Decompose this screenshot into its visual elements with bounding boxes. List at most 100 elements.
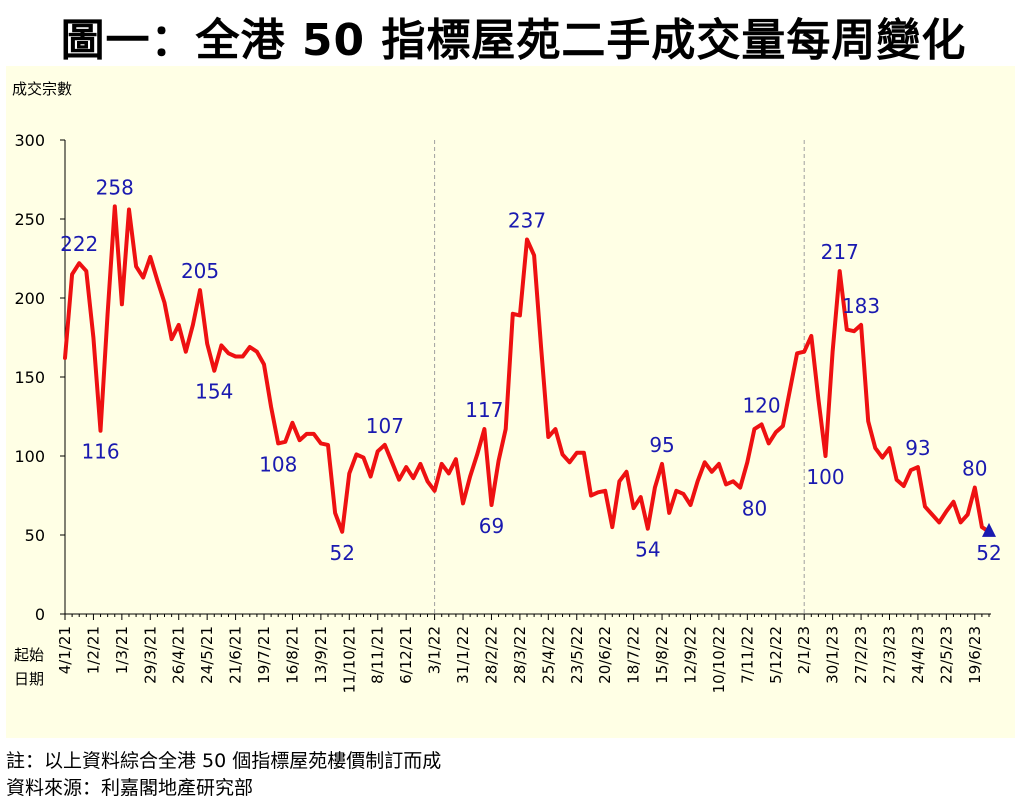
data-point [497, 459, 501, 463]
data-label: 217 [821, 240, 859, 264]
y-tick-label: 300 [14, 131, 45, 150]
data-point [91, 335, 95, 340]
data-point [134, 264, 138, 268]
data-point [255, 350, 259, 354]
chart-area-background [6, 66, 1015, 738]
y-tick-label: 50 [25, 526, 45, 545]
data-label: 183 [842, 294, 880, 318]
x-tick-label: 4/1/21 [56, 626, 74, 674]
data-point [511, 312, 515, 316]
data-label: 52 [329, 541, 354, 565]
x-tick-label: 1/3/21 [113, 626, 131, 674]
data-label: 117 [465, 398, 503, 422]
data-point [482, 427, 486, 431]
x-tick-label: 12/9/22 [681, 626, 699, 684]
data-point [802, 350, 806, 354]
data-label: 108 [259, 452, 297, 476]
data-point [966, 512, 970, 517]
data-point [383, 443, 387, 447]
data-point [425, 479, 430, 483]
data-point [831, 350, 835, 354]
data-point [518, 313, 522, 317]
data-point [582, 451, 586, 455]
data-point [610, 525, 614, 529]
x-tick-label: 15/8/22 [653, 626, 671, 684]
data-point [113, 204, 117, 208]
data-point [84, 269, 88, 273]
data-point [440, 462, 444, 466]
data-point [504, 427, 508, 431]
data-label: 120 [742, 393, 780, 417]
data-point [63, 356, 67, 360]
data-point [880, 456, 885, 460]
data-point [724, 482, 728, 486]
data-point [262, 362, 266, 366]
data-point [333, 511, 337, 515]
data-point [120, 302, 124, 306]
data-point [177, 323, 181, 327]
data-point [617, 479, 622, 483]
data-point [361, 456, 366, 460]
data-point [191, 323, 195, 327]
data-point [305, 432, 309, 436]
data-point [234, 354, 238, 359]
data-point [774, 430, 778, 434]
data-point [248, 345, 252, 349]
data-point [560, 452, 565, 456]
y-tick-label: 0 [35, 605, 45, 624]
data-point [646, 527, 650, 531]
x-tick-label: 3/1/22 [426, 626, 444, 674]
data-point [951, 500, 956, 504]
x-tick-label: 25/4/22 [539, 626, 557, 684]
data-label: 80 [962, 457, 987, 481]
data-point [319, 441, 323, 445]
x-tick-label: 23/5/22 [568, 626, 586, 684]
data-point [937, 520, 941, 525]
data-point [944, 509, 949, 513]
data-point [916, 465, 920, 469]
x-tick-label: 22/5/23 [937, 626, 955, 684]
data-label: 258 [96, 175, 134, 199]
x-tick-label: 24/5/21 [198, 626, 216, 684]
data-point [923, 505, 927, 509]
x-tick-label: 20/6/22 [596, 626, 614, 684]
data-point [752, 427, 757, 431]
data-point [226, 351, 231, 355]
data-point [589, 493, 593, 498]
data-label: 154 [195, 380, 233, 404]
x-tick-label: 10/10/22 [710, 626, 728, 693]
x-tick-label: 21/6/21 [227, 626, 245, 684]
data-point [241, 354, 245, 359]
data-point [788, 388, 792, 392]
y-tick-label: 150 [14, 368, 45, 387]
data-point [568, 460, 572, 464]
x-tick-label: 19/7/21 [255, 626, 273, 684]
x-tick-label: 31/1/22 [454, 626, 472, 684]
data-point [710, 470, 714, 474]
data-point [667, 511, 671, 515]
data-point [809, 334, 813, 338]
data-point [696, 479, 700, 483]
data-point [973, 486, 977, 490]
data-point [219, 343, 223, 347]
data-point [212, 369, 216, 373]
data-point [681, 492, 686, 496]
data-point [162, 301, 167, 305]
footnote-source: 資料來源：利嘉閣地產研究部 [6, 777, 254, 799]
x-tick-label: 6/12/21 [397, 626, 415, 684]
data-point [404, 465, 408, 469]
data-point [461, 501, 465, 505]
data-label: 93 [905, 436, 930, 460]
data-point [553, 427, 558, 431]
data-point [895, 478, 899, 482]
data-label: 116 [81, 440, 119, 464]
data-point [489, 503, 494, 507]
data-label: 95 [649, 433, 674, 457]
x-tick-label: 19/6/23 [966, 626, 984, 684]
data-point [77, 261, 81, 265]
data-point [290, 421, 294, 425]
data-point [660, 462, 664, 466]
data-point [930, 512, 934, 517]
data-point [70, 272, 74, 276]
